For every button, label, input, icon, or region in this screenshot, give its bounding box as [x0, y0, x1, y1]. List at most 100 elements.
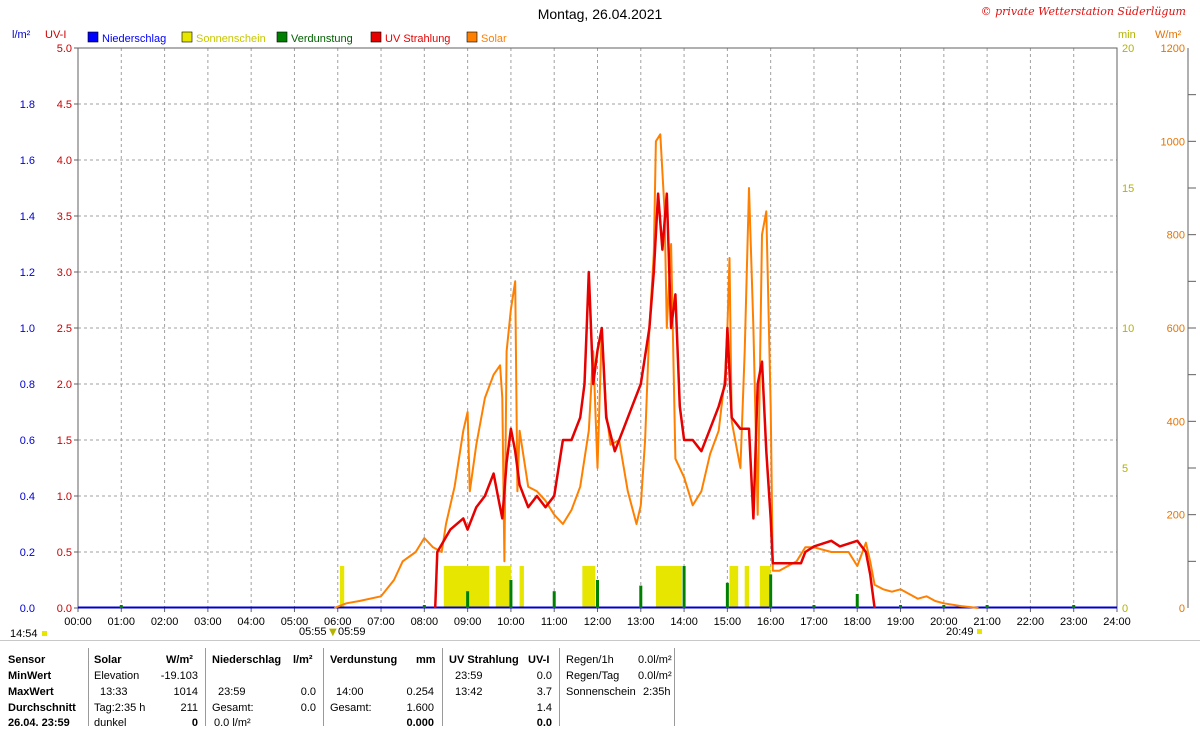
divider [88, 648, 89, 726]
y-tick-niederschlag: 0.6 [20, 435, 35, 447]
solar-label: 13:33 [100, 686, 128, 698]
solar-header: Solar [94, 654, 122, 666]
y-tick-solar: 0 [1179, 603, 1185, 615]
solar-value: 211 [180, 702, 198, 714]
divider [205, 648, 206, 726]
verdunstung-bar [552, 591, 556, 608]
x-tick-label: 15:00 [714, 616, 742, 628]
y-tick-solar: 200 [1167, 510, 1185, 522]
y-tick-solar: 800 [1167, 230, 1185, 242]
verdunstung-bar [1072, 605, 1076, 608]
uv-header: UV Strahlung [449, 654, 519, 666]
verdunstung-bar [985, 605, 989, 608]
verdunstung-label: Gesamt: [330, 702, 372, 714]
y-tick-solar: 600 [1167, 323, 1185, 335]
x-tick-label: 04:00 [237, 616, 265, 628]
verdunstung-bar [899, 605, 903, 608]
y-tick-uv: 4.5 [57, 99, 72, 111]
x-tick-label: 20:00 [930, 616, 958, 628]
niederschlag-label: Gesamt: [212, 702, 254, 714]
y-axes: 0.0 0.2 0.4 0.6 0.8 1.0 1.2 1.4 1.6 1.8 0.0 0.5 1.0 1… [20, 43, 1196, 615]
uv-value: 1.4 [536, 702, 552, 714]
verdunstung-bar [725, 582, 729, 608]
y-tick-sonnenschein: 10 [1122, 323, 1134, 335]
row-label: Durchschnitt [8, 702, 76, 714]
y-tick-uv: 3.0 [57, 267, 72, 279]
verdunstung-bar [596, 580, 599, 608]
time-markers: 14:54 05:55 ▼ 05:59 20:49 [10, 626, 982, 640]
sonnenschein-bar [759, 566, 771, 608]
legend-label: Sonnenschein [196, 33, 266, 45]
y-tick-sonnenschein: 0 [1122, 603, 1128, 615]
niederschlag-value: 0.0 [300, 702, 316, 714]
solar-value: -19.103 [160, 670, 198, 682]
row-label: 26.04. 23:59 [8, 717, 70, 729]
verdunstung-bar [942, 605, 946, 608]
legend-swatch [181, 31, 193, 43]
x-tick-label: 22:00 [1017, 616, 1045, 628]
uv-unit: UV-I [528, 654, 550, 666]
y-tick-sonnenschein: 15 [1122, 183, 1134, 195]
verdunstung-bar [422, 605, 426, 608]
y-tick-solar: 1200 [1161, 43, 1185, 55]
y-tick-niederschlag: 0.4 [20, 491, 35, 503]
legend-swatch [466, 31, 478, 43]
verdunstung-value: 0.254 [406, 686, 434, 698]
grid [77, 47, 1118, 609]
marker-left-time: 14:54 [10, 628, 38, 640]
solar-label: dunkel [94, 717, 127, 729]
x-tick-label: 24:00 [1103, 616, 1131, 628]
legend-swatch [276, 31, 288, 43]
x-tick-label: 11:00 [541, 616, 568, 628]
x-tick-label: 03:00 [194, 616, 222, 628]
x-tick-label: 17:00 [800, 616, 828, 628]
x-tick-label: 01:00 [108, 616, 136, 628]
marker-left-time-swatch [42, 631, 47, 636]
legend-label: Solar [481, 33, 507, 45]
legend-label: Niederschlag [102, 33, 166, 45]
divider [442, 648, 443, 726]
axis-units: l/m² UV-I min W/m² [12, 29, 1182, 41]
verdunstung-bar [466, 591, 470, 608]
x-tick-label: 08:00 [411, 616, 439, 628]
x-tick-label: 09:00 [454, 616, 482, 628]
verdunstung-bar [682, 566, 686, 608]
y-tick-niederschlag: 0.2 [20, 547, 35, 559]
chart-title: Montag, 26.04.2021 [537, 6, 663, 22]
y-tick-niederschlag: 1.8 [20, 99, 35, 111]
y-tick-niederschlag: 1.2 [20, 267, 35, 279]
niederschlag-header: Niederschlag [212, 654, 282, 666]
x-tick-label: 19:00 [887, 616, 915, 628]
y-tick-niederschlag: 1.0 [20, 323, 35, 335]
solar-label: Elevation [94, 670, 140, 682]
marker-sunset-swatch [977, 629, 982, 634]
unit-label-uv: UV-I [45, 29, 66, 41]
solar-unit: W/m² [166, 654, 193, 666]
sonnenschein-bar [582, 566, 596, 608]
verdunstung-header: Verdunstung [330, 654, 398, 666]
x-tick-label: 00:00 [64, 616, 92, 628]
uv-series-line [433, 192, 876, 609]
marker-sunrise: 05:55 [299, 626, 327, 638]
verdunstung-bar [855, 594, 859, 608]
x-tick-label: 06:00 [324, 616, 352, 628]
verdunstung-bar [509, 580, 513, 608]
legend-swatch [370, 31, 382, 43]
verdunstung-value: 0.000 [406, 717, 434, 729]
x-tick-label: 13:00 [627, 616, 655, 628]
legend: Niederschlag Sonnenschein Verdunstung UV St… [87, 31, 507, 45]
solar-value: 0 [191, 717, 198, 729]
y-tick-niederschlag: 0.0 [20, 603, 35, 615]
row-label: MinWert [8, 670, 52, 682]
niederschlag-unit: l/m² [293, 654, 313, 666]
y-tick-uv: 5.0 [57, 43, 72, 55]
verdunstung-bar [769, 574, 773, 608]
uv-label: 23:59 [455, 670, 483, 682]
y-tick-uv: 1.5 [57, 435, 72, 447]
y-tick-uv: 0.0 [57, 603, 72, 615]
weather-chart: Niederschlag Sonnenschein Verdunstung UV St… [10, 29, 1196, 640]
verdunstung-unit: mm [416, 654, 436, 666]
divider [674, 648, 675, 726]
regen-value: 2:35h [643, 686, 671, 698]
solar-value: 1014 [173, 686, 198, 698]
